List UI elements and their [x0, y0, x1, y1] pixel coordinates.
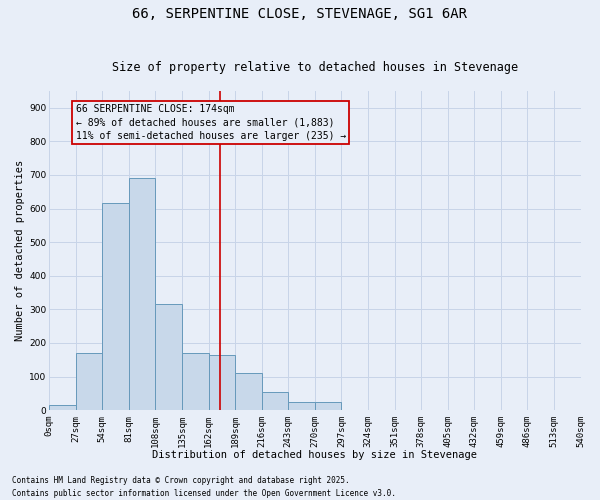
Bar [155, 304, 182, 410]
Bar [49, 405, 76, 410]
Bar [235, 373, 262, 410]
Bar [209, 354, 235, 410]
Bar [76, 353, 103, 410]
Bar [182, 353, 209, 410]
X-axis label: Distribution of detached houses by size in Stevenage: Distribution of detached houses by size … [152, 450, 478, 460]
Bar [103, 204, 129, 410]
Title: Size of property relative to detached houses in Stevenage: Size of property relative to detached ho… [112, 62, 518, 74]
Bar [315, 402, 341, 410]
Bar [262, 392, 288, 410]
Y-axis label: Number of detached properties: Number of detached properties [15, 160, 25, 341]
Text: Contains HM Land Registry data © Crown copyright and database right 2025.
Contai: Contains HM Land Registry data © Crown c… [12, 476, 396, 498]
Text: 66 SERPENTINE CLOSE: 174sqm
← 89% of detached houses are smaller (1,883)
11% of : 66 SERPENTINE CLOSE: 174sqm ← 89% of det… [76, 104, 346, 141]
Bar [129, 178, 155, 410]
Text: 66, SERPENTINE CLOSE, STEVENAGE, SG1 6AR: 66, SERPENTINE CLOSE, STEVENAGE, SG1 6AR [133, 8, 467, 22]
Bar [288, 402, 315, 410]
